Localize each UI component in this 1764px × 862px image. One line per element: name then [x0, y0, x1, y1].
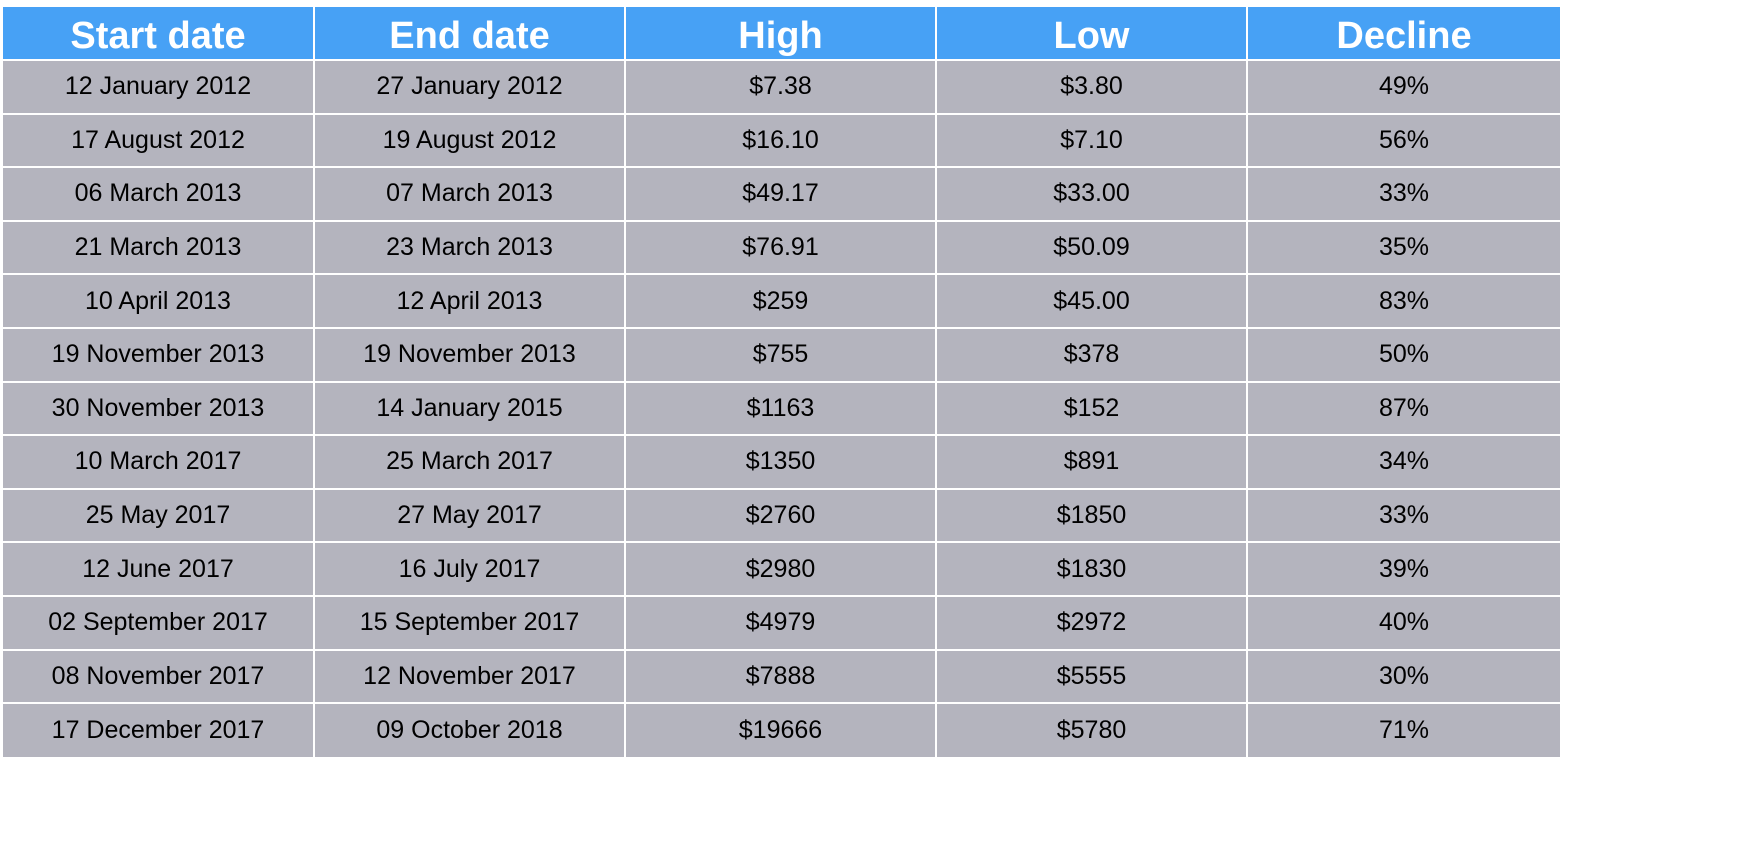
- start-date-cell: 12 January 2012: [3, 59, 315, 114]
- start-date-cell: 06 March 2013: [3, 166, 315, 221]
- decline-cell: 40%: [1247, 594, 1560, 650]
- start-date-cell: 17 December 2017: [3, 702, 315, 757]
- table-row: 17 August 2012 19 August 2012 $16.10 $7.10 5…: [3, 112, 1560, 168]
- high-cell: $7.38: [625, 59, 937, 114]
- decline-cell: 33%: [1247, 487, 1560, 543]
- start-date-cell: 02 September 2017: [3, 594, 315, 650]
- decline-cell: 50%: [1247, 326, 1560, 382]
- low-cell: $33.00: [936, 166, 1248, 221]
- table-row: 02 September 2017 15 September 2017 $4979 $…: [3, 594, 1560, 650]
- end-date-cell: 25 March 2017: [314, 434, 626, 489]
- decline-cell: 87%: [1247, 380, 1560, 436]
- table-row: 19 November 2013 19 November 2013 $755 $378…: [3, 326, 1560, 382]
- column-header-low: Low: [936, 7, 1248, 60]
- start-date-cell: 10 March 2017: [3, 434, 315, 489]
- table-row: 17 December 2017 09 October 2018 $19666 $57…: [3, 702, 1560, 757]
- end-date-cell: 12 April 2013: [314, 273, 626, 328]
- decline-cell: 34%: [1247, 434, 1560, 489]
- low-cell: $2972: [936, 594, 1248, 650]
- table-row: 06 March 2013 07 March 2013 $49.17 $33.00 33…: [3, 166, 1560, 221]
- start-date-cell: 21 March 2013: [3, 219, 315, 275]
- high-cell: $4979: [625, 594, 937, 650]
- start-date-cell: 25 May 2017: [3, 487, 315, 543]
- start-date-cell: 19 November 2013: [3, 326, 315, 382]
- decline-table: Start date End date High Low Decline 12 …: [3, 7, 1560, 757]
- end-date-cell: 15 September 2017: [314, 594, 626, 650]
- table-row: 10 March 2017 25 March 2017 $1350 $891 34%: [3, 434, 1560, 489]
- high-cell: $1350: [625, 434, 937, 489]
- decline-cell: 33%: [1247, 166, 1560, 221]
- low-cell: $152: [936, 380, 1248, 436]
- table-row: 30 November 2013 14 January 2015 $1163 $152…: [3, 380, 1560, 436]
- low-cell: $1850: [936, 487, 1248, 543]
- low-cell: $7.10: [936, 112, 1248, 168]
- header-row: Start date End date High Low Decline: [3, 7, 1560, 60]
- end-date-cell: 19 November 2013: [314, 326, 626, 382]
- column-header-start-date: Start date: [3, 7, 315, 60]
- high-cell: $259: [625, 273, 937, 328]
- high-cell: $76.91: [625, 219, 937, 275]
- low-cell: $45.00: [936, 273, 1248, 328]
- decline-cell: 83%: [1247, 273, 1560, 328]
- end-date-cell: 16 July 2017: [314, 541, 626, 596]
- start-date-cell: 12 June 2017: [3, 541, 315, 596]
- high-cell: $19666: [625, 702, 937, 757]
- high-cell: $2760: [625, 487, 937, 543]
- end-date-cell: 07 March 2013: [314, 166, 626, 221]
- decline-cell: 56%: [1247, 112, 1560, 168]
- column-header-decline: Decline: [1247, 7, 1560, 60]
- decline-cell: 35%: [1247, 219, 1560, 275]
- high-cell: $16.10: [625, 112, 937, 168]
- table-row: 10 April 2013 12 April 2013 $259 $45.00 83%: [3, 273, 1560, 328]
- column-header-high: High: [625, 7, 937, 60]
- low-cell: $50.09: [936, 219, 1248, 275]
- decline-cell: 30%: [1247, 648, 1560, 704]
- end-date-cell: 14 January 2015: [314, 380, 626, 436]
- high-cell: $49.17: [625, 166, 937, 221]
- start-date-cell: 17 August 2012: [3, 112, 315, 168]
- low-cell: $891: [936, 434, 1248, 489]
- low-cell: $5780: [936, 702, 1248, 757]
- low-cell: $3.80: [936, 59, 1248, 114]
- high-cell: $2980: [625, 541, 937, 596]
- high-cell: $7888: [625, 648, 937, 704]
- table-row: 08 November 2017 12 November 2017 $7888 $55…: [3, 648, 1560, 704]
- high-cell: $755: [625, 326, 937, 382]
- high-cell: $1163: [625, 380, 937, 436]
- end-date-cell: 27 May 2017: [314, 487, 626, 543]
- table-row: 25 May 2017 27 May 2017 $2760 $1850 33%: [3, 487, 1560, 543]
- table-container: Start date End date High Low Decline 12 …: [3, 7, 1560, 757]
- end-date-cell: 19 August 2012: [314, 112, 626, 168]
- table-row: 21 March 2013 23 March 2013 $76.91 $50.09 35…: [3, 219, 1560, 275]
- decline-cell: 49%: [1247, 59, 1560, 114]
- end-date-cell: 09 October 2018: [314, 702, 626, 757]
- start-date-cell: 10 April 2013: [3, 273, 315, 328]
- table-body: 12 January 2012 27 January 2012 $7.38 $3.80…: [3, 59, 1560, 757]
- decline-cell: 39%: [1247, 541, 1560, 596]
- low-cell: $5555: [936, 648, 1248, 704]
- table-row: 12 June 2017 16 July 2017 $2980 $1830 39%: [3, 541, 1560, 596]
- column-header-end-date: End date: [314, 7, 626, 60]
- decline-cell: 71%: [1247, 702, 1560, 757]
- end-date-cell: 12 November 2017: [314, 648, 626, 704]
- end-date-cell: 23 March 2013: [314, 219, 626, 275]
- start-date-cell: 30 November 2013: [3, 380, 315, 436]
- table-row: 12 January 2012 27 January 2012 $7.38 $3.80…: [3, 59, 1560, 114]
- end-date-cell: 27 January 2012: [314, 59, 626, 114]
- low-cell: $378: [936, 326, 1248, 382]
- start-date-cell: 08 November 2017: [3, 648, 315, 704]
- low-cell: $1830: [936, 541, 1248, 596]
